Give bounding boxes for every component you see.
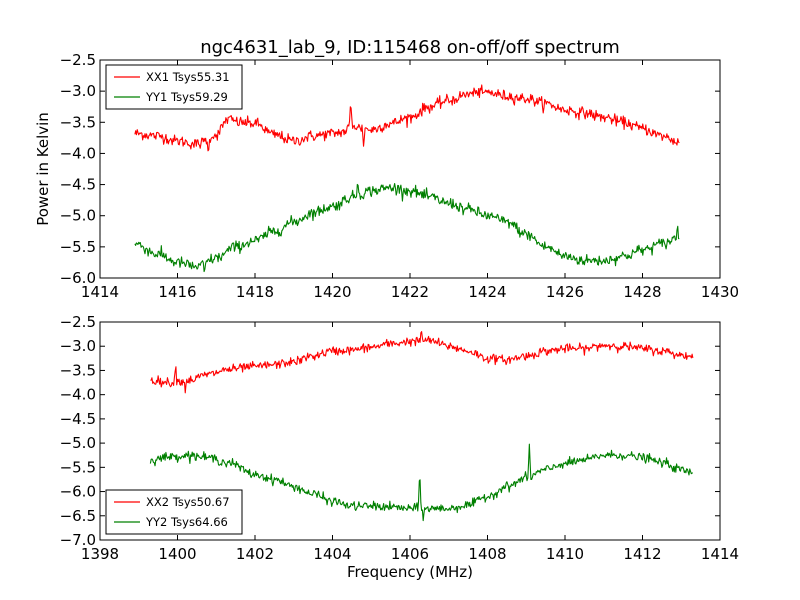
y-tick-label: −4.0	[60, 386, 96, 404]
legend: XX2 Tsys50.67 YY2 Tsys64.66	[105, 489, 243, 535]
x-tick-label: 1414	[701, 545, 739, 563]
y-tick-label: −3.5	[60, 113, 96, 131]
y-tick-label: −4.5	[60, 176, 96, 194]
y-tick-label: −5.0	[60, 207, 96, 225]
y-tick-label: −5.5	[60, 238, 96, 256]
x-tick-label: 1420	[313, 283, 351, 301]
x-tick-label: 1402	[236, 545, 274, 563]
plot-area	[149, 331, 694, 522]
y-tick-label: −4.0	[60, 144, 96, 162]
legend-label: XX1 Tsys55.31	[146, 70, 230, 84]
y-axis-label: Power in Kelvin	[34, 112, 52, 226]
legend-label: XX2 Tsys50.67	[146, 495, 230, 509]
x-tick-label: 1418	[236, 283, 274, 301]
y-tick-label: −5.5	[60, 458, 96, 476]
plot-area	[134, 84, 680, 273]
y-tick-label: −6.0	[60, 483, 96, 501]
y-tick-label: −2.5	[60, 313, 96, 331]
y-tick-label: −3.0	[60, 82, 96, 100]
series-line-yy	[134, 182, 680, 273]
x-tick-label: 1430	[701, 283, 739, 301]
legend-label: YY2 Tsys64.66	[145, 515, 228, 529]
legend: XX1 Tsys55.31 YY1 Tsys59.29	[105, 64, 243, 110]
series-line-xx	[150, 331, 694, 394]
x-tick-label: 1426	[546, 283, 584, 301]
x-tick-label: 1406	[391, 545, 429, 563]
y-tick-label: −6.0	[60, 269, 96, 287]
x-tick-label: 1428	[623, 283, 661, 301]
y-tick-label: −2.5	[60, 51, 96, 69]
x-tick-label: 1410	[546, 545, 584, 563]
legend-label: YY1 Tsys59.29	[145, 90, 228, 104]
top-panel: 1414 1416 1418 1420 1422 1424 1426 1428 1430 −2.5…	[60, 51, 740, 301]
y-tick-label: −7.0	[60, 531, 96, 549]
x-tick-label: 1398	[81, 545, 119, 563]
x-tick-label: 1412	[623, 545, 661, 563]
chart-title: ngc4631_lab_9, ID:115468 on-off/off spec…	[200, 37, 620, 58]
x-tick-label: 1422	[391, 283, 429, 301]
x-axis-label: Frequency (MHz)	[347, 563, 473, 581]
x-tick-label: 1416	[158, 283, 196, 301]
bottom-panel: 1398 1400 1402 1404 1406 1408 1410 1412 1414 −2.5…	[60, 313, 740, 563]
x-tick-label: 1400	[158, 545, 196, 563]
x-tick-label: 1414	[81, 283, 119, 301]
x-tick-label: 1408	[468, 545, 506, 563]
x-tick-label: 1424	[468, 283, 506, 301]
series-line-yy	[149, 443, 693, 522]
y-tick-label: −4.5	[60, 410, 96, 428]
y-tick-label: −3.0	[60, 337, 96, 355]
y-tick-label: −3.5	[60, 361, 96, 379]
legend-box	[105, 64, 243, 110]
y-tick-label: −6.5	[60, 507, 96, 525]
y-tick-label: −5.0	[60, 434, 96, 452]
x-tick-label: 1404	[313, 545, 351, 563]
series-line-xx	[134, 84, 680, 152]
legend-box	[105, 489, 243, 535]
